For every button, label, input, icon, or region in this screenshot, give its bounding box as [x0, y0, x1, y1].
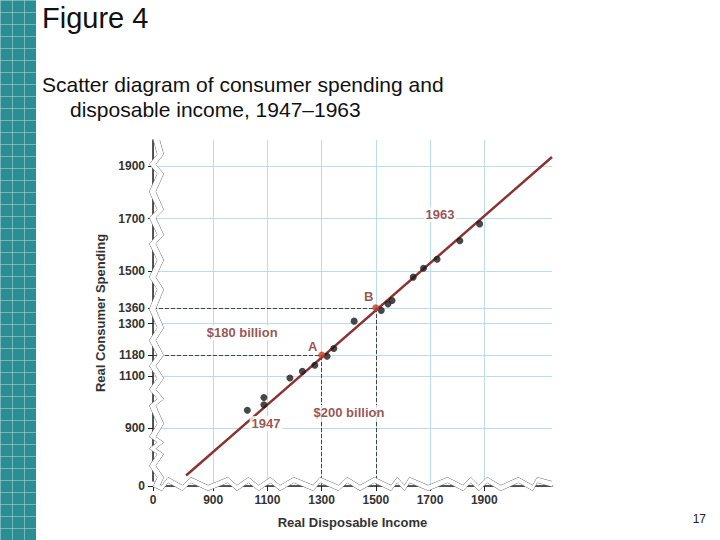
- svg-text:1963: 1963: [426, 207, 455, 222]
- svg-text:0: 0: [150, 493, 157, 507]
- svg-text:1500: 1500: [118, 264, 145, 278]
- svg-text:1360: 1360: [118, 301, 145, 315]
- svg-text:900: 900: [125, 421, 145, 435]
- svg-text:1180: 1180: [119, 348, 145, 362]
- html-text:Figure 4: Figure 4: [42, 2, 149, 34]
- svg-text:1900: 1900: [118, 159, 145, 173]
- svg-text:1947: 1947: [252, 416, 281, 431]
- svg-text:1700: 1700: [118, 212, 145, 226]
- svg-text:1300: 1300: [308, 493, 335, 507]
- svg-text:Real Consumer Spending: Real Consumer Spending: [93, 234, 108, 392]
- svg-text:A: A: [308, 339, 318, 354]
- html-text:Scatter diagram of consumer sp: Scatter diagram of consumer spending and…: [42, 73, 444, 121]
- svg-text:B: B: [364, 289, 373, 304]
- svg-text:1500: 1500: [362, 493, 389, 507]
- svg-text:$200 billion: $200 billion: [314, 405, 385, 420]
- svg-text:1300: 1300: [118, 317, 145, 331]
- svg-text:Real Disposable Income: Real Disposable Income: [278, 515, 428, 530]
- svg-text:1700: 1700: [417, 493, 444, 507]
- svg-text:900: 900: [203, 493, 223, 507]
- svg-text:1900: 1900: [471, 493, 498, 507]
- svg-text:1100: 1100: [254, 493, 280, 507]
- svg-text:0: 0: [138, 479, 145, 493]
- svg-text:$180 billion: $180 billion: [207, 325, 278, 340]
- html-text:17: 17: [692, 512, 706, 526]
- svg-text:1100: 1100: [119, 369, 145, 383]
